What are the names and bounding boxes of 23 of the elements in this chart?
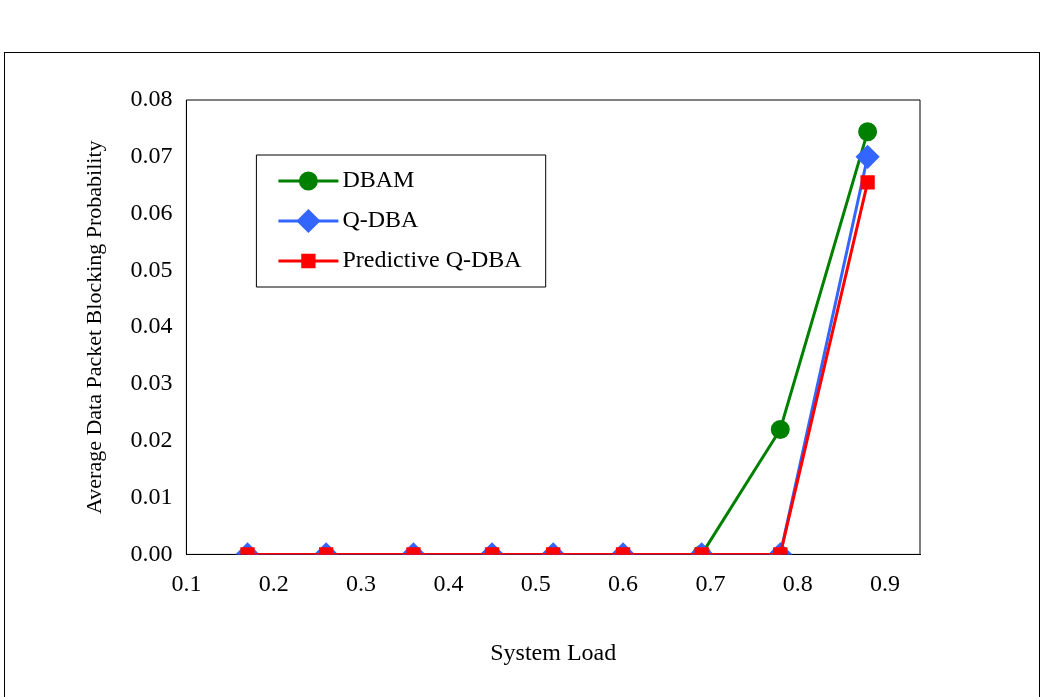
- x-tick-label: 0.7: [695, 570, 726, 597]
- y-tick-label: 0.00: [130, 539, 173, 566]
- y-tick-label: 0.08: [130, 85, 173, 112]
- y-tick-label: 0.05: [130, 255, 173, 282]
- y-tick-label: 0.02: [130, 426, 173, 453]
- x-tick-label: 0.6: [608, 570, 639, 597]
- y-tick-label: 0.06: [130, 198, 173, 225]
- legend-label: Predictive Q-DBA: [342, 246, 523, 273]
- y-tick-label: 0.04: [130, 312, 173, 339]
- x-tick-label: 0.8: [782, 570, 813, 597]
- x-tick-label: 0.4: [433, 570, 464, 597]
- x-axis-title: System Load: [490, 638, 617, 665]
- x-tick-label: 0.3: [346, 570, 377, 597]
- legend-label: DBAM: [342, 166, 415, 193]
- y-tick-label: 0.03: [130, 369, 173, 396]
- x-tick-label: 0.5: [520, 570, 551, 597]
- y-axis-title: Average Data Packet Blocking Probability: [80, 140, 106, 514]
- x-tick-label: 0.9: [870, 570, 901, 597]
- y-tick-label: 0.01: [130, 482, 173, 509]
- y-tick-label: 0.07: [130, 142, 173, 169]
- x-tick-label: 0.2: [258, 570, 289, 597]
- legend-label: Q-DBA: [342, 206, 420, 233]
- x-tick-label: 0.1: [171, 570, 202, 597]
